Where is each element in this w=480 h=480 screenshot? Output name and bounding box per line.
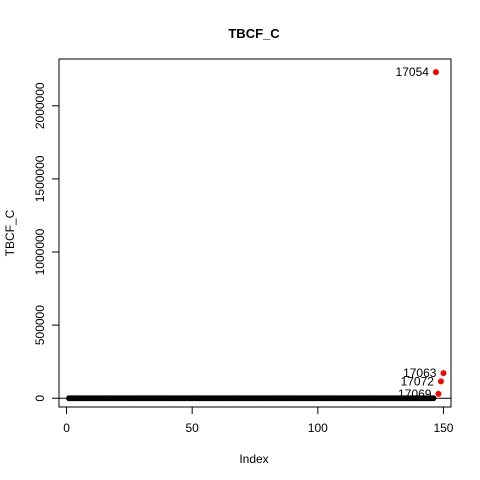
outlier-point xyxy=(432,69,439,76)
outlier-point xyxy=(437,378,444,385)
x-axis: 0 50 100 150 xyxy=(63,406,454,435)
outlier-label: 17054 xyxy=(396,65,430,79)
outlier-point xyxy=(440,370,447,377)
x-tick-label: 100 xyxy=(308,421,328,435)
x-tick-label: 0 xyxy=(63,421,70,435)
plot-frame xyxy=(58,58,452,408)
y-tick-label: 1500000 xyxy=(33,155,47,202)
y-tick-label: 0 xyxy=(33,395,47,402)
chart-title: TBCF_C xyxy=(228,26,280,41)
data-points xyxy=(66,69,447,402)
x-tick-label: 50 xyxy=(185,421,199,435)
y-tick-label: 2000000 xyxy=(33,82,47,129)
outlier-label: 17063 xyxy=(403,366,437,380)
y-axis: 0 500000 1000000 1500000 2000000 xyxy=(33,82,60,402)
outlier-label: 17069 xyxy=(398,387,432,401)
x-tick-label: 150 xyxy=(433,421,453,435)
data-point xyxy=(430,395,437,402)
y-tick-label: 500000 xyxy=(33,305,47,345)
outlier-label: 17072 xyxy=(401,374,435,388)
y-tick-label: 1000000 xyxy=(33,228,47,275)
outlier-point xyxy=(435,390,442,397)
y-axis-label: TBCF_C xyxy=(3,209,17,256)
x-axis-label: Index xyxy=(239,452,268,466)
